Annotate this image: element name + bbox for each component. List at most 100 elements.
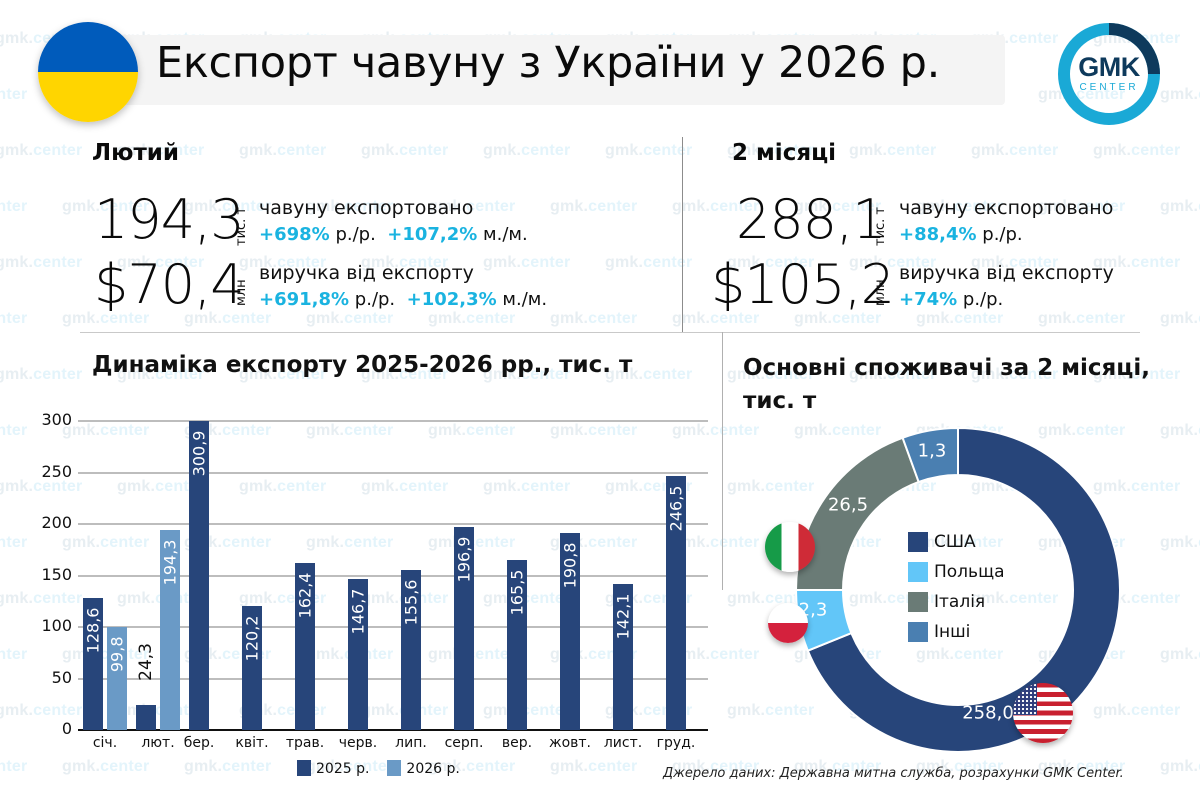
- ytd-volume-deltas: +88,4% р./р.: [899, 224, 1023, 245]
- donut-legend-item-poland: Польща: [908, 557, 1005, 587]
- x-tick-label: серп.: [444, 735, 484, 751]
- x-tick-label: груд.: [656, 735, 696, 751]
- gridline: [78, 471, 708, 474]
- bar-2025-3: 120,2: [242, 606, 262, 730]
- donut-value-label-usa: 258,0: [962, 702, 1014, 724]
- yoy-suffix: р./р.: [982, 224, 1023, 245]
- legend-swatch: [908, 622, 928, 642]
- bar-chart-legend: 2025 р. 2026 р.: [297, 760, 460, 777]
- bar-2026-0: 99,8: [107, 627, 127, 730]
- x-tick-label: вер.: [501, 735, 533, 751]
- logo-ring-icon: [1058, 23, 1160, 125]
- y-tick-label: 50: [51, 667, 72, 687]
- feb-revenue-deltas: +691,8% р./р. +102,3% м./м.: [259, 289, 547, 310]
- ytd-volume-label: чавуну експортовано: [899, 197, 1114, 219]
- mom-suffix: м./м.: [502, 289, 548, 310]
- x-tick-label: квіт.: [235, 735, 269, 751]
- feb-volume-value: 194,3: [94, 188, 245, 251]
- gridline: [78, 677, 708, 680]
- feb-volume-yoy: +698%: [259, 224, 330, 245]
- mom-suffix: м./м.: [483, 224, 528, 245]
- x-tick-label: жовт.: [548, 735, 592, 751]
- x-axis-line: [78, 729, 708, 731]
- legend-swatch-2025: [297, 760, 311, 776]
- bar-chart-title: Динаміка експорту 2025-2026 рр., тис. т: [92, 352, 633, 378]
- ytd-volume-yoy: +88,4%: [899, 224, 977, 245]
- legend-label: США: [934, 532, 976, 552]
- y-tick-label: 300: [41, 410, 72, 429]
- gmk-center-logo: GMK CENTER: [1057, 22, 1161, 126]
- logo-sub-text: CENTER: [1079, 82, 1139, 93]
- bar-2025-9: 190,8: [560, 533, 580, 730]
- kpi-vertical-divider: [682, 137, 683, 332]
- donut-chart-title: Основні споживачі за 2 місяці, тис. т: [743, 355, 1150, 414]
- legend-label: Інші: [934, 622, 971, 642]
- x-tick-label: черв.: [338, 735, 378, 751]
- yoy-suffix: р./р.: [962, 289, 1004, 310]
- feb-revenue-mom: +102,3%: [406, 289, 497, 310]
- yoy-suffix: р./р.: [335, 224, 376, 245]
- source-note: Джерело даних: Державна митна служба, ро…: [663, 766, 1124, 781]
- bar-2025-10: 142,1: [613, 583, 633, 730]
- legend-swatch-2026: [387, 760, 402, 776]
- donut-segment-usa: [806, 426, 1121, 753]
- gridline: [78, 523, 708, 525]
- bar-2025-1: 24,3: [136, 643, 156, 730]
- x-tick-label: трав.: [285, 735, 325, 751]
- usa-flag-icon: [1013, 683, 1073, 743]
- ytd-revenue-deltas: +74% р./р.: [899, 289, 1003, 310]
- gridline: [78, 626, 708, 628]
- donut-legend-item-others: Інші: [908, 617, 1005, 647]
- y-tick-label: 200: [41, 513, 72, 532]
- feb-revenue-yoy: +691,8%: [259, 289, 350, 310]
- horizontal-divider: [80, 332, 1140, 333]
- gridline: [78, 420, 708, 422]
- donut-legend-item-usa: США: [908, 527, 1005, 557]
- bar-chart-plot: 0 50 100 150 200 250 300 128,6 99,8 січ. 24,3 194,3…: [41, 410, 708, 751]
- legend-item-2026: 2026 р.: [387, 760, 460, 777]
- bar-2025-6: 155,6: [401, 569, 421, 730]
- bar-2025-2: 300,9: [189, 421, 209, 730]
- ytd-volume-value: 288,1: [736, 188, 887, 251]
- y-tick-label: 100: [41, 616, 72, 635]
- x-tick-label: лип.: [395, 735, 427, 751]
- donut-value-label-others: 1,3: [917, 440, 947, 462]
- gridline: [78, 574, 708, 577]
- legend-label-2025: 2025 р.: [316, 761, 370, 777]
- x-tick-label: лют.: [141, 735, 175, 751]
- bar-2025-4: 162,4: [295, 562, 315, 730]
- ytd-revenue-value: $105,2: [711, 253, 895, 316]
- bar-2025-5: 146,7: [348, 578, 368, 730]
- italy-flag-icon: [765, 522, 815, 572]
- bar-2025-7: 196,9: [454, 527, 474, 730]
- x-tick-label: січ.: [92, 735, 118, 751]
- chart-vertical-divider: [722, 332, 723, 590]
- donut-legend-item-italy: Італія: [908, 587, 1005, 617]
- x-tick-label: лист.: [603, 735, 643, 751]
- legend-label: Італія: [934, 592, 986, 612]
- donut-segment-others: [901, 426, 959, 484]
- title-bar: [120, 35, 1005, 105]
- feb-revenue-label: виручка від експорту: [259, 262, 474, 284]
- legend-label-2026: 2026 р.: [406, 761, 460, 777]
- legend-swatch: [908, 592, 928, 612]
- poland-flag-icon: [768, 603, 808, 643]
- donut-legend: США Польща Італія Інші: [908, 527, 1005, 647]
- bar-2025-11: 246,5: [666, 476, 686, 730]
- usa-flag-canton: [1013, 683, 1037, 716]
- feb-revenue-value: $70,4: [94, 253, 245, 316]
- ytd-revenue-yoy: +74%: [899, 289, 958, 310]
- y-tick-label: 0: [61, 719, 72, 738]
- legend-swatch: [908, 532, 928, 552]
- feb-volume-deltas: +698% р./р. +107,2% м./м.: [259, 224, 528, 245]
- two-months-heading: 2 місяці: [732, 140, 837, 166]
- y-tick-label: 250: [41, 461, 72, 481]
- february-heading: Лютий: [92, 140, 180, 166]
- bar-2025-0: 128,6: [83, 597, 103, 730]
- x-tick-label: бер.: [183, 735, 215, 751]
- donut-value-label-italy: 26,5: [827, 494, 869, 516]
- feb-volume-label: чавуну експортовано: [259, 197, 474, 219]
- page-title: Експорт чавуну з України у 2026 р.: [156, 38, 940, 88]
- yoy-suffix: р./р.: [354, 289, 396, 310]
